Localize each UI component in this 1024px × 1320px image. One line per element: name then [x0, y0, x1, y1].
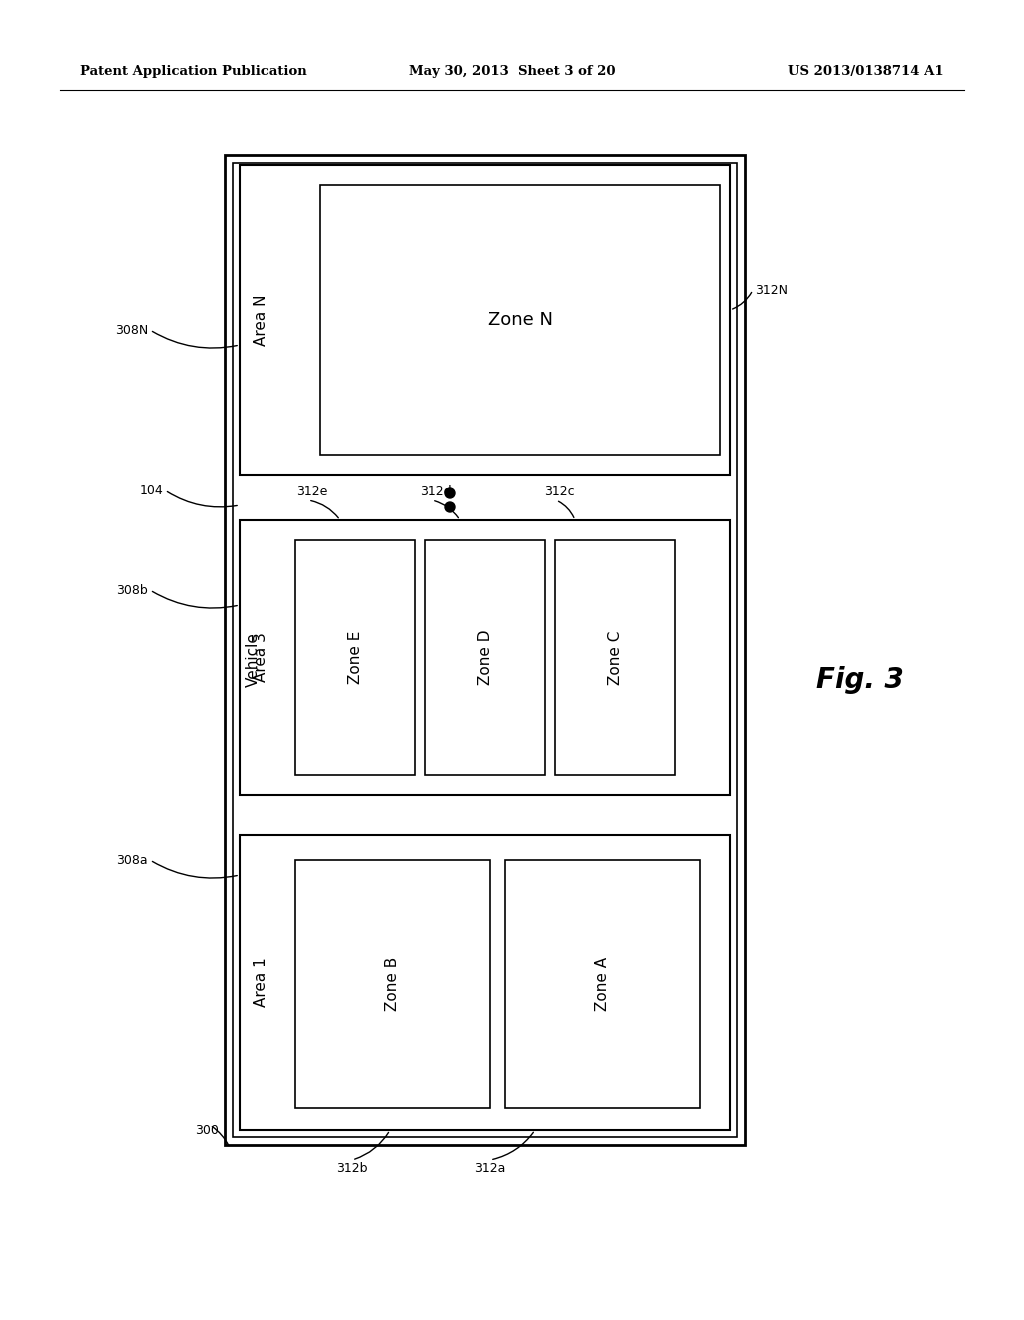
Text: Area 3: Area 3 [255, 632, 269, 682]
Circle shape [445, 502, 455, 512]
Text: 312N: 312N [755, 284, 788, 297]
Text: May 30, 2013  Sheet 3 of 20: May 30, 2013 Sheet 3 of 20 [409, 66, 615, 78]
Bar [555, 540, 675, 775]
Text: 312a: 312a [474, 1162, 506, 1175]
Bar [295, 861, 490, 1107]
Text: 312b: 312b [336, 1162, 368, 1175]
Bar [319, 185, 720, 455]
Text: 308N: 308N [115, 323, 148, 337]
Text: Area N: Area N [255, 294, 269, 346]
Text: 312c: 312c [544, 484, 574, 498]
Text: Fig. 3: Fig. 3 [816, 667, 904, 694]
Text: Zone B: Zone B [385, 957, 400, 1011]
Text: 312d: 312d [420, 484, 452, 498]
Bar [295, 540, 415, 775]
Text: Area 1: Area 1 [255, 957, 269, 1007]
Text: Zone E: Zone E [347, 631, 362, 684]
Bar [233, 162, 737, 1137]
Text: Zone C: Zone C [607, 631, 623, 685]
Circle shape [445, 488, 455, 498]
Bar [240, 165, 730, 475]
Bar [240, 836, 730, 1130]
Text: 300: 300 [195, 1123, 219, 1137]
Bar [225, 154, 745, 1144]
Text: Zone A: Zone A [595, 957, 610, 1011]
Text: 308b: 308b [117, 583, 148, 597]
Text: 312e: 312e [296, 484, 328, 498]
Text: 104: 104 [139, 483, 163, 496]
Bar [425, 540, 545, 775]
Bar [505, 861, 700, 1107]
Text: Zone N: Zone N [487, 312, 553, 329]
Bar [240, 520, 730, 795]
Text: 308a: 308a [117, 854, 148, 866]
Text: Vehicle: Vehicle [246, 632, 260, 688]
Text: US 2013/0138714 A1: US 2013/0138714 A1 [788, 66, 944, 78]
Text: Patent Application Publication: Patent Application Publication [80, 66, 307, 78]
Text: Zone D: Zone D [477, 630, 493, 685]
